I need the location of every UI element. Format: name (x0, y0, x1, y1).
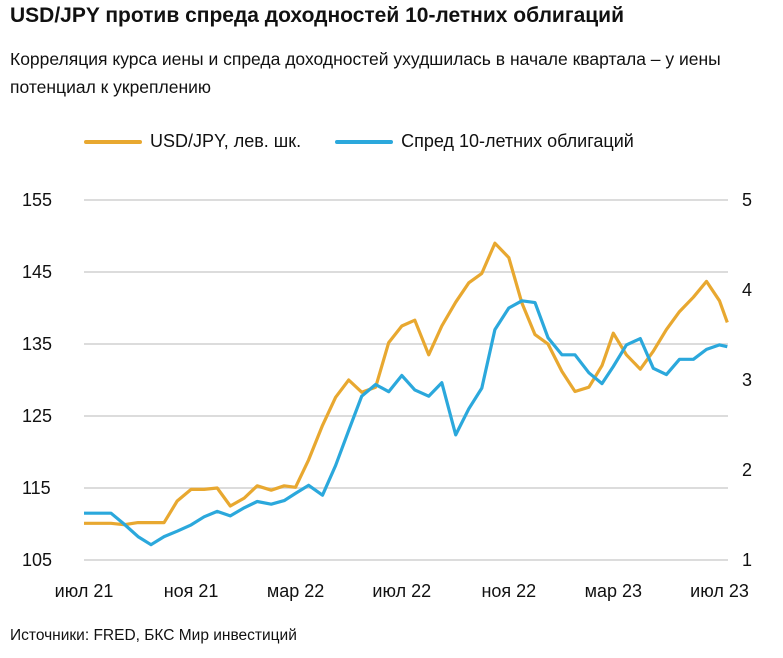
legend-label-spread: Спред 10-летних облигаций (401, 131, 634, 151)
x-tick-label: июл 23 (690, 581, 749, 601)
y-left-tick-label: 125 (22, 406, 52, 426)
y-right-tick-label: 2 (742, 460, 752, 480)
legend-item-usdjpy: USD/JPY, лев. шк. (84, 131, 301, 152)
source-note: Источники: FRED, БКС Мир инвестиций (10, 627, 297, 644)
legend-item-spread: Спред 10-летних облигаций (335, 131, 634, 152)
x-tick-label: ноя 21 (164, 581, 219, 601)
y-right-tick-label: 1 (742, 550, 752, 570)
y-left-tick-label: 145 (22, 262, 52, 282)
y-left-tick-label: 115 (22, 478, 51, 498)
x-tick-label: июл 22 (372, 581, 431, 601)
legend-swatch-usdjpy (84, 139, 142, 144)
y-left-tick-label: 135 (22, 334, 52, 354)
legend: USD/JPY, лев. шк. Спред 10-летних облига… (84, 131, 668, 152)
x-tick-label: мар 22 (267, 581, 324, 601)
series-line-usdjpy (84, 241, 729, 527)
y-right-tick-label: 3 (742, 370, 752, 390)
chart-subtitle: Корреляция курса иены и спреда доходност… (10, 49, 721, 97)
x-tick-label: июл 21 (55, 581, 114, 601)
x-tick-label: ноя 22 (481, 581, 536, 601)
legend-label-usdjpy: USD/JPY, лев. шк. (150, 131, 302, 151)
legend-swatch-spread (335, 139, 394, 144)
y-right-tick-label: 4 (742, 280, 752, 300)
y-right-tick-label: 5 (742, 190, 752, 210)
y-left-tick-label: 105 (22, 550, 52, 570)
y-left-tick-label: 155 (22, 190, 52, 210)
x-tick-label: мар 23 (585, 581, 642, 601)
series-line-spread (84, 299, 728, 547)
chart-title: USD/JPY против спреда доходностей 10-лет… (10, 4, 624, 27)
